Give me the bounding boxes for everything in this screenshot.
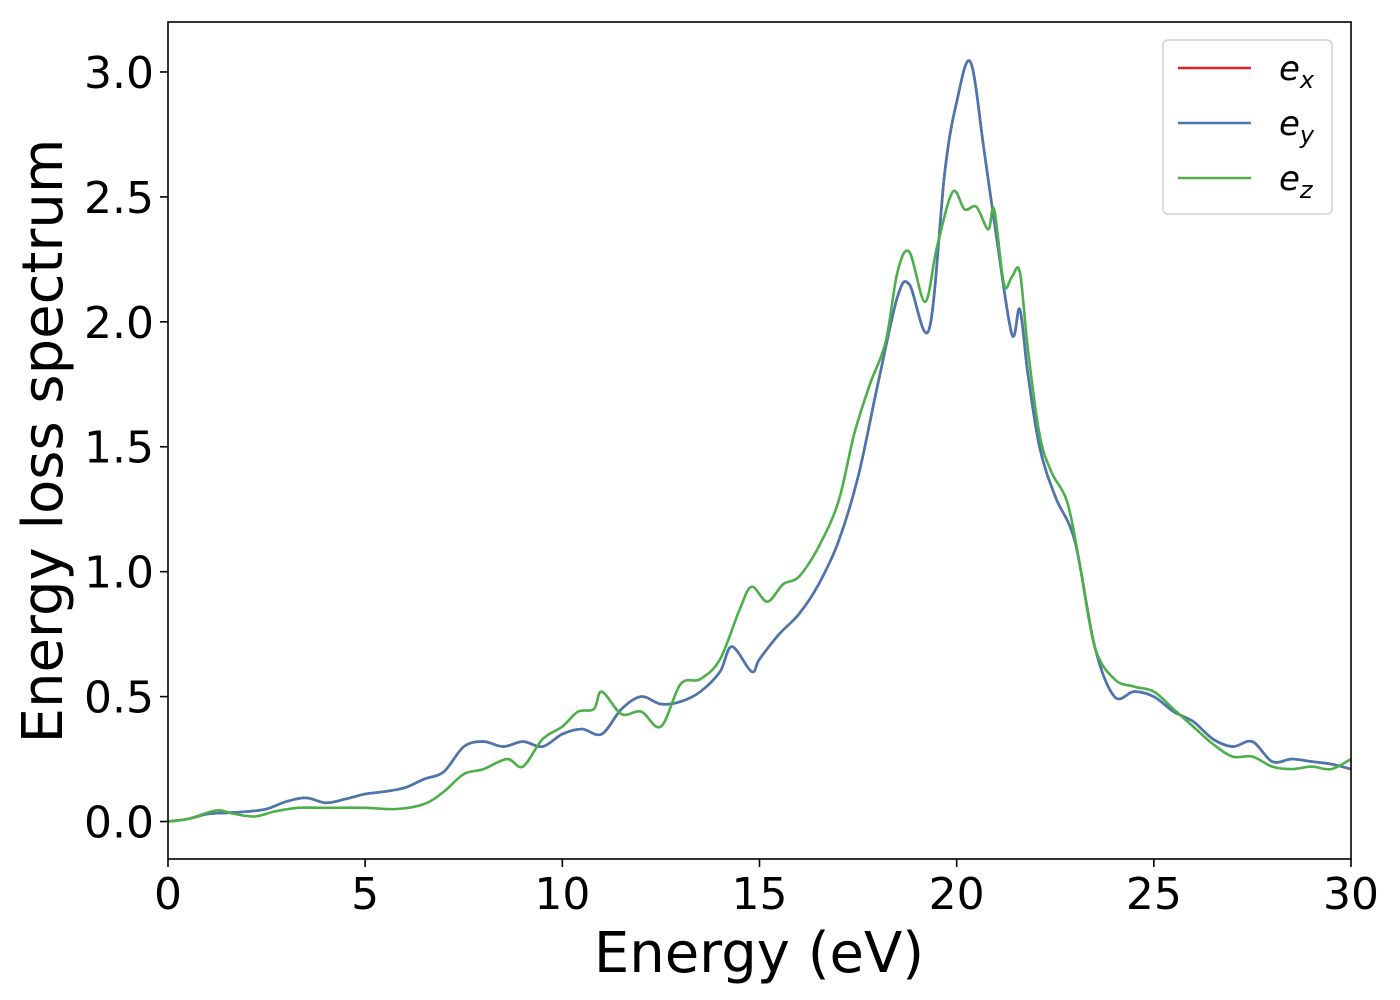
y-axis-ticks: 0.0 0.5 1.0 1.5 2.0 2.5 3.0: [84, 48, 168, 849]
x-tick-label: 0: [154, 869, 182, 920]
x-tick-label: 5: [351, 869, 379, 920]
legend-box: [1162, 39, 1333, 215]
y-tick-label: 3.0: [84, 48, 154, 99]
y-tick-label: 1.5: [84, 423, 154, 474]
y-axis-label: Energy loss spectrum: [11, 139, 76, 744]
y-tick-label: 0.0: [84, 798, 154, 849]
x-tick-label: 25: [1126, 869, 1182, 920]
series-line-z: [168, 189, 1351, 823]
x-axis-label: Energy (eV): [594, 921, 924, 986]
y-tick-label: 2.0: [84, 298, 154, 349]
y-tick-label: 2.5: [84, 173, 154, 224]
plot-series: [168, 59, 1351, 823]
x-tick-label: 10: [534, 869, 590, 920]
x-tick-label: 30: [1323, 869, 1379, 920]
x-tick-label: 15: [732, 869, 788, 920]
x-axis-ticks: 0 5 10 15 20 25 30: [154, 859, 1379, 920]
y-tick-label: 1.0: [84, 548, 154, 599]
x-tick-label: 20: [929, 869, 985, 920]
y-tick-label: 0.5: [84, 673, 154, 724]
series-line-y: [168, 59, 1351, 823]
legend-label-z: ez: [1279, 159, 1314, 204]
